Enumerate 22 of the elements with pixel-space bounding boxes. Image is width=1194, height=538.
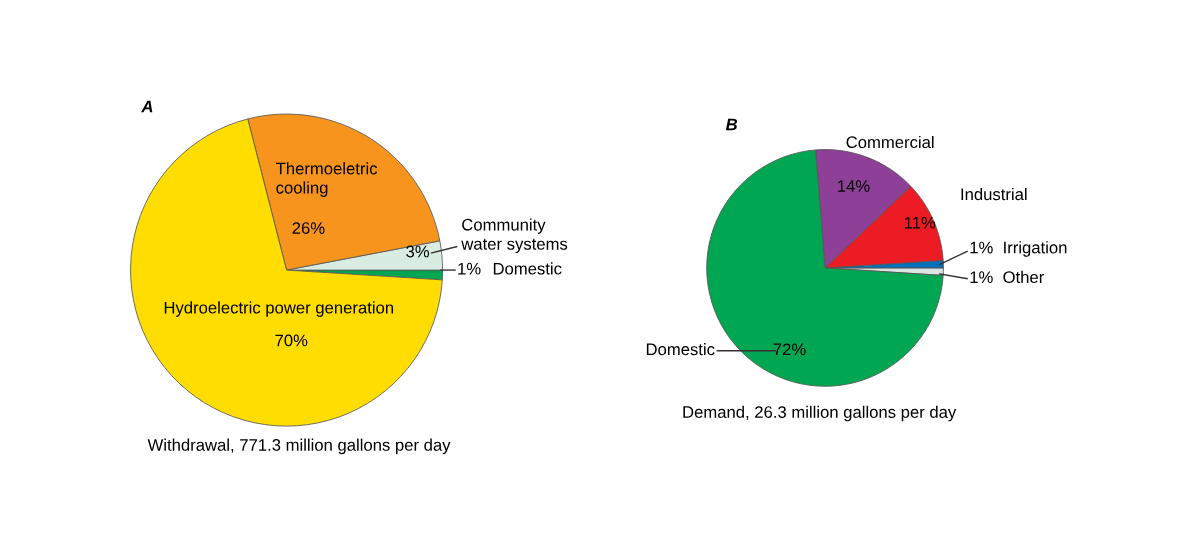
- slice-label: Domestic: [493, 262, 562, 275]
- data-label: 11%: [904, 216, 936, 229]
- slice-label: Community water systems: [461, 218, 568, 254]
- chart-title: A: [141, 100, 153, 113]
- slice-label: Hydroelectric power generation: [164, 301, 394, 317]
- text: Demand, 26.3 million gallons per day: [683, 405, 957, 422]
- data-label: 1%: [970, 241, 993, 254]
- slice-label: Industrial: [961, 187, 1027, 201]
- data-label: 70%: [275, 334, 308, 347]
- slice-label: Other: [1003, 270, 1044, 284]
- data-label: 14%: [838, 180, 870, 192]
- slice-label: Commercial: [846, 135, 934, 149]
- data-label: 1%: [458, 262, 481, 275]
- slice-label: Irrigation: [1004, 241, 1067, 257]
- data-label: 26%: [292, 222, 325, 234]
- text: Withdrawal, 771.3 million gallons per day: [147, 438, 451, 455]
- data-label: 72%: [773, 343, 806, 356]
- slice-label: Thermoeletric cooling: [276, 162, 378, 197]
- slice-label: Domestic: [646, 343, 715, 356]
- chart-title: B: [725, 118, 738, 131]
- data-label: 1%: [970, 271, 993, 283]
- data-label: 3%: [406, 245, 430, 258]
